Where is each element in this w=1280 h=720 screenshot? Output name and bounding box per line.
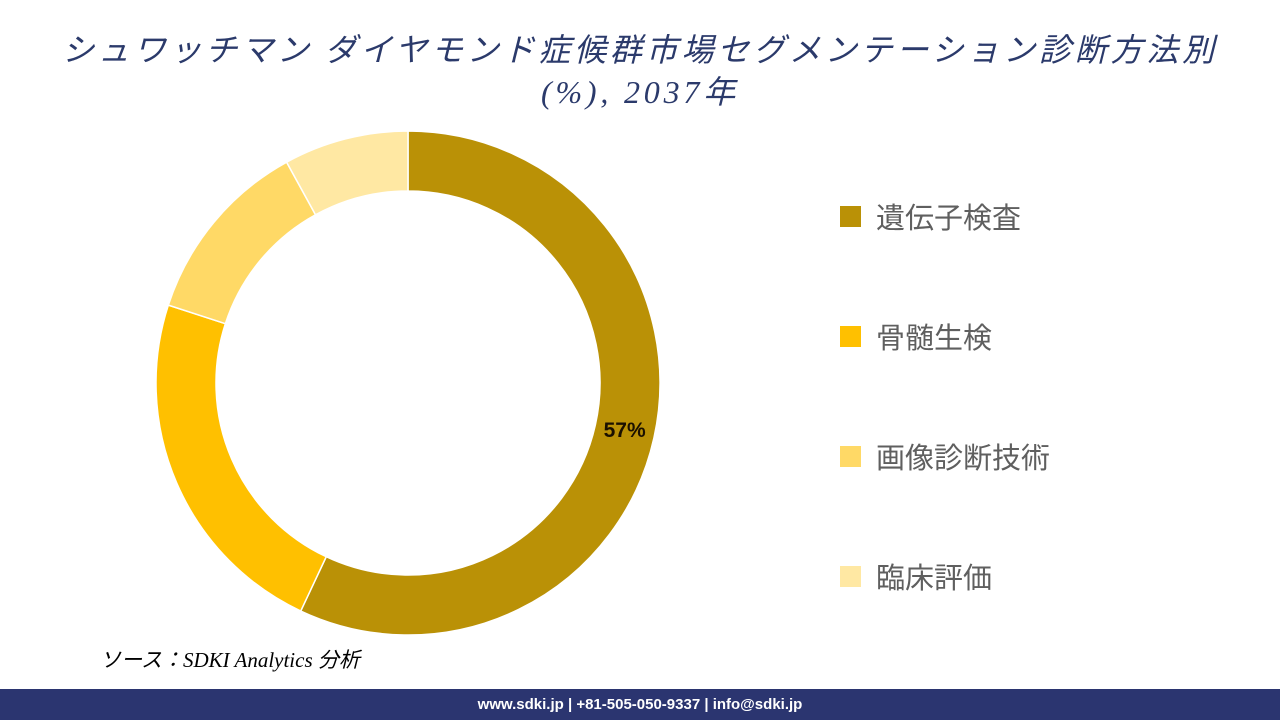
svg-text:57%: 57% <box>604 419 646 442</box>
